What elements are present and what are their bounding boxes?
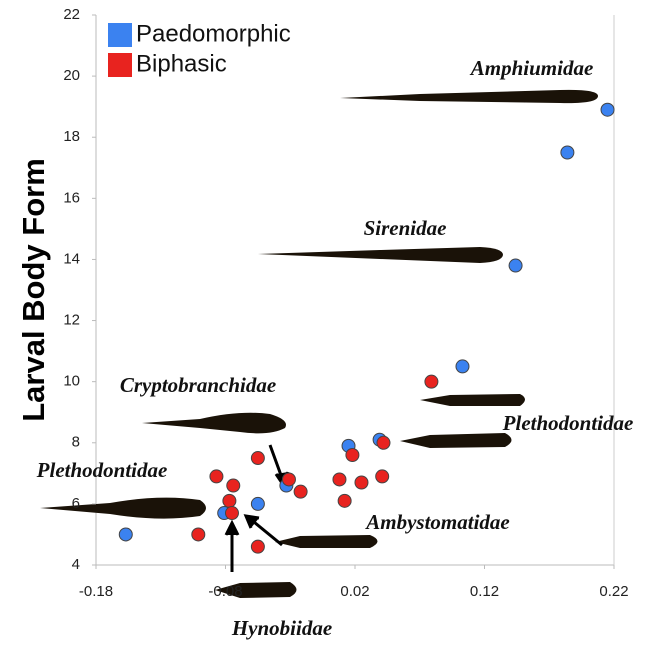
point [222, 493, 237, 508]
y-tick-label: 14 [63, 250, 80, 267]
point [600, 102, 615, 117]
annotation: Ambystomatidae [364, 510, 510, 534]
y-tick-label: 12 [63, 312, 80, 329]
point [376, 435, 391, 450]
y-tick-label: 8 [72, 434, 80, 451]
x-tick-label: -0.18 [79, 583, 113, 600]
point [508, 258, 523, 273]
point [337, 493, 352, 508]
y-axis-label: Larval Body Form [16, 158, 51, 422]
point [354, 475, 369, 490]
y-tick-label: 18 [63, 128, 80, 145]
point [224, 506, 239, 521]
point [293, 484, 308, 499]
annotation: Plethodontidae [502, 411, 634, 435]
y-tick-label: 4 [72, 556, 80, 573]
legend-swatch [108, 23, 132, 47]
annotation: Sirenidae [364, 216, 447, 240]
y-tick-label: 6 [72, 495, 80, 512]
point [281, 472, 296, 487]
point [250, 496, 265, 511]
annotation: Cryptobranchidae [120, 373, 276, 397]
legend-label: Biphasic [136, 50, 227, 77]
x-tick-label: -0.08 [208, 583, 242, 600]
x-tick-label: 0.22 [599, 583, 628, 600]
point [191, 527, 206, 542]
annotation: Plethodontidae [36, 458, 168, 482]
y-tick-label: 10 [63, 373, 80, 390]
point [375, 469, 390, 484]
annotation: Amphiumidae [469, 56, 594, 80]
x-tick-label: 0.12 [470, 583, 499, 600]
y-tick-label: 16 [63, 189, 80, 206]
point [424, 374, 439, 389]
point [250, 539, 265, 554]
point [118, 527, 133, 542]
point [332, 472, 347, 487]
legend-label: Paedomorphic [136, 20, 291, 47]
point [226, 478, 241, 493]
point [560, 145, 575, 160]
point [250, 451, 265, 466]
point [209, 469, 224, 484]
x-tick-label: 0.02 [340, 583, 369, 600]
point [345, 448, 360, 462]
annotation: Hynobiidae [231, 616, 332, 640]
silhouettes [40, 89, 598, 598]
legend-swatch [108, 53, 132, 77]
point [455, 359, 470, 374]
y-tick-label: 20 [63, 67, 80, 84]
y-tick-label: 22 [63, 6, 80, 23]
